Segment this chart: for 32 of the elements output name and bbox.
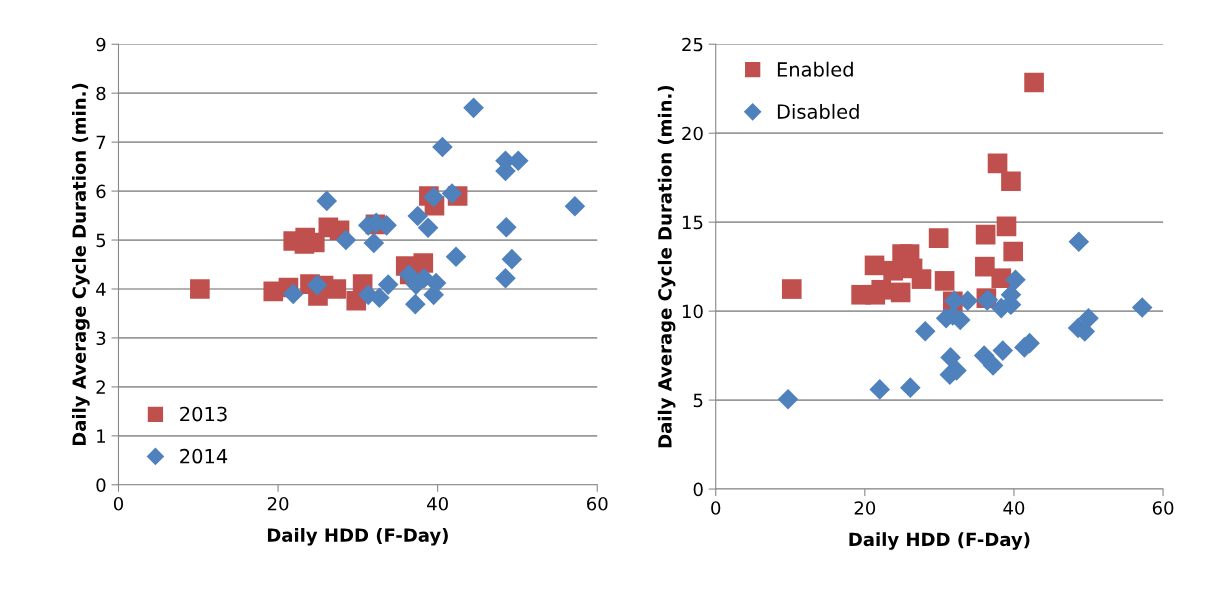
legend-label: Enabled xyxy=(777,61,853,77)
y-tick-label: 5 xyxy=(693,393,703,408)
y-tick-label: 25 xyxy=(682,37,703,52)
x-axis-title: Daily HDD (F-Day) xyxy=(849,532,1030,550)
y-tick-label: 5 xyxy=(96,233,106,248)
x-tick-label: 0 xyxy=(113,496,124,511)
y-axis-title: Daily Average Cycle Duration (min.) xyxy=(72,83,90,446)
y-tick-label: 2 xyxy=(96,380,105,394)
y-tick-label: 9 xyxy=(96,37,106,52)
y-tick-label: 15 xyxy=(682,215,703,230)
y-tick-label: 6 xyxy=(96,184,106,199)
y-axis-title: Daily Average Cycle Duration (min.) xyxy=(657,85,676,448)
legend-label: 2014 xyxy=(180,448,228,464)
x-tick-label: 60 xyxy=(1152,501,1174,515)
x-tick-label: 20 xyxy=(267,496,289,511)
y-tick-label: 10 xyxy=(682,304,703,319)
y-tick-label: 7 xyxy=(96,135,106,149)
x-tick-label: 0 xyxy=(711,501,721,515)
x-tick-label: 40 xyxy=(427,496,448,511)
y-tick-label: 1 xyxy=(97,429,106,443)
y-tick-label: 0 xyxy=(96,478,106,492)
y-tick-label: 8 xyxy=(96,86,106,101)
x-axis-title: Daily HDD (F-Day) xyxy=(267,527,448,546)
y-tick-label: 0 xyxy=(693,482,703,497)
x-tick-label: 60 xyxy=(587,496,608,511)
legend-label: 2013 xyxy=(180,406,227,422)
x-tick-label: 40 xyxy=(1003,501,1025,515)
legend-label: Disabled xyxy=(777,103,859,119)
y-tick-label: 4 xyxy=(96,282,106,296)
x-tick-label: 20 xyxy=(854,501,876,515)
y-tick-label: 3 xyxy=(96,331,106,346)
y-tick-label: 20 xyxy=(682,126,703,141)
